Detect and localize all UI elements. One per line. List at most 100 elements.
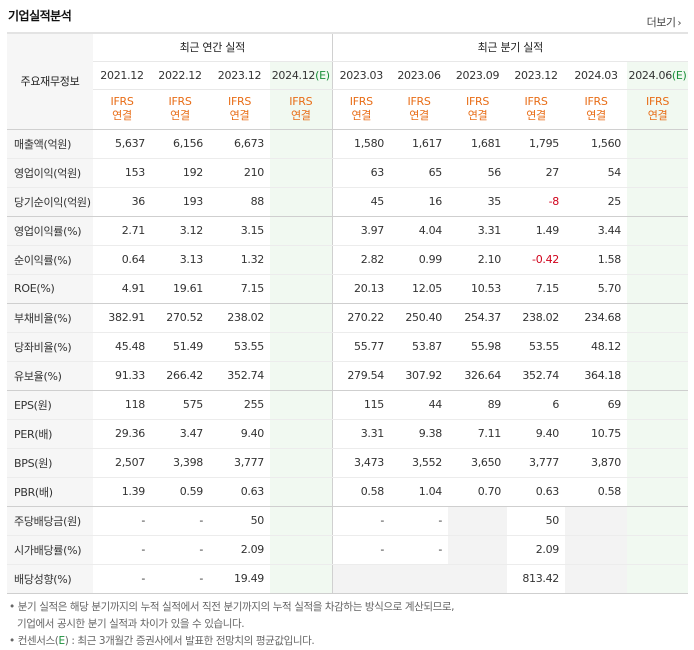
- table-cell: [627, 448, 689, 478]
- table-cell: 7.11: [448, 419, 508, 449]
- period-header: 2023.06: [390, 61, 449, 90]
- table-cell: 364.18: [565, 361, 628, 391]
- period-header: 2022.12: [151, 61, 209, 90]
- table-cell: 53.55: [209, 332, 270, 362]
- table-cell: 50: [507, 506, 566, 536]
- row-label: EPS(원): [7, 390, 93, 420]
- table-cell: 69: [565, 390, 628, 420]
- table-cell: [270, 361, 333, 391]
- table-cell: 326.64: [448, 361, 508, 391]
- table-cell: 36: [93, 187, 151, 217]
- table-cell: 7.15: [209, 274, 270, 304]
- table-cell: 65: [390, 158, 449, 188]
- table-cell: 89: [448, 390, 508, 420]
- table-cell: [627, 477, 689, 507]
- section-title: 기업실적분석: [8, 9, 72, 23]
- table-cell: 0.63: [209, 477, 270, 507]
- row-label: 시가배당률(%): [7, 535, 93, 565]
- basis-label: IFRS 연결: [390, 89, 449, 130]
- table-cell: 352.74: [507, 361, 566, 391]
- row-label: 매출액(억원): [7, 129, 93, 159]
- table-cell: 250.40: [390, 303, 449, 333]
- table-cell: -: [93, 506, 151, 536]
- table-cell: 118: [93, 390, 151, 420]
- table-cell: 115: [331, 390, 391, 420]
- table-cell: 6: [507, 390, 566, 420]
- table-cell: -: [93, 564, 151, 594]
- table-cell: [270, 129, 333, 159]
- more-label: 더보기: [646, 16, 676, 29]
- table-cell: [627, 419, 689, 449]
- table-cell: 2.71: [93, 216, 151, 246]
- table-cell: 3.31: [331, 419, 391, 449]
- table-cell: [270, 216, 333, 246]
- period-header: 2023.03: [331, 61, 391, 90]
- basis-label: IFRS 연결: [448, 89, 508, 130]
- table-cell: -: [151, 535, 209, 565]
- table-cell: 6,673: [209, 129, 270, 159]
- table-cell: 3.13: [151, 245, 209, 275]
- table-cell: 352.74: [209, 361, 270, 391]
- table-cell: 7.15: [507, 274, 566, 304]
- table-cell: 210: [209, 158, 270, 188]
- basis-label: IFRS 연결: [151, 89, 209, 130]
- table-cell: 63: [331, 158, 391, 188]
- table-cell: [627, 535, 689, 565]
- table-row: PBR(배) 1.39 0.59 0.63 0.58 1.04 0.70 0.63 0.58: [7, 477, 689, 507]
- table-cell: 2,507: [93, 448, 151, 478]
- table-row: BPS(원) 2,507 3,398 3,777 3,473 3,552 3,650 3,77…: [7, 448, 689, 478]
- table-cell: [627, 216, 689, 246]
- chevron-right-icon: ›: [677, 18, 682, 29]
- table-cell: 3,777: [209, 448, 270, 478]
- row-label: 당기순이익(억원): [7, 187, 93, 217]
- row-label: BPS(원): [7, 448, 93, 478]
- table-cell: 54: [565, 158, 628, 188]
- table-cell: 3.44: [565, 216, 628, 246]
- table-cell: 4.91: [93, 274, 151, 304]
- table-cell: [331, 564, 391, 594]
- table-cell: 12.05: [390, 274, 449, 304]
- table-cell: 27: [507, 158, 566, 188]
- table-cell: [270, 332, 333, 362]
- table-cell: 48.12: [565, 332, 628, 362]
- table-cell: 153: [93, 158, 151, 188]
- quarter-group-label: 최근 분기 실적: [331, 32, 689, 62]
- annual-group-label: 최근 연간 실적: [93, 32, 333, 62]
- footnotes: • 분기 실적은 해당 분기까지의 누적 실적에서 직전 분기까지의 누적 실적…: [9, 599, 455, 650]
- table-cell: 19.49: [209, 564, 270, 594]
- table-cell: [448, 506, 508, 536]
- table-cell: [270, 506, 333, 536]
- table-cell: 0.58: [331, 477, 391, 507]
- table-cell: [270, 274, 333, 304]
- table-cell: 1.58: [565, 245, 628, 275]
- table-row: EPS(원) 118 575 255 115 44 89 6 69: [7, 390, 689, 420]
- table-cell: 1.32: [209, 245, 270, 275]
- table-row: 당좌비율(%) 45.48 51.49 53.55 55.77 53.87 55.98 53.…: [7, 332, 689, 362]
- table-row: 순이익률(%) 0.64 3.13 1.32 2.82 0.99 2.10 -0.42 1.58: [7, 245, 689, 275]
- table-row: ROE(%) 4.91 19.61 7.15 20.13 12.05 10.53 7.15 5.…: [7, 274, 689, 304]
- table-cell: 5.70: [565, 274, 628, 304]
- row-label: 배당성향(%): [7, 564, 93, 594]
- table-cell: [270, 448, 333, 478]
- table-cell: 45.48: [93, 332, 151, 362]
- table-cell: [627, 361, 689, 391]
- table-cell: 3,870: [565, 448, 628, 478]
- basis-label: IFRS 연결: [270, 89, 333, 130]
- table-cell: 10.75: [565, 419, 628, 449]
- footnote-1: • 분기 실적은 해당 분기까지의 누적 실적에서 직전 분기까지의 누적 실적…: [9, 601, 455, 613]
- table-cell: 1,617: [390, 129, 449, 159]
- table-row: 영업이익률(%) 2.71 3.12 3.15 3.97 4.04 3.31 1.49 3.44: [7, 216, 689, 246]
- table-cell: 3.31: [448, 216, 508, 246]
- table-cell: 2.82: [331, 245, 391, 275]
- table-cell: 50: [209, 506, 270, 536]
- table-cell: 3,552: [390, 448, 449, 478]
- table-cell: [627, 245, 689, 275]
- table-cell: [270, 390, 333, 420]
- row-label: PER(배): [7, 419, 93, 449]
- table-cell: 2.09: [209, 535, 270, 565]
- more-link[interactable]: 더보기 ›: [646, 14, 682, 30]
- table-cell: 234.68: [565, 303, 628, 333]
- table-cell: 10.53: [448, 274, 508, 304]
- table-cell: 1.39: [93, 477, 151, 507]
- table-cell: 25: [565, 187, 628, 217]
